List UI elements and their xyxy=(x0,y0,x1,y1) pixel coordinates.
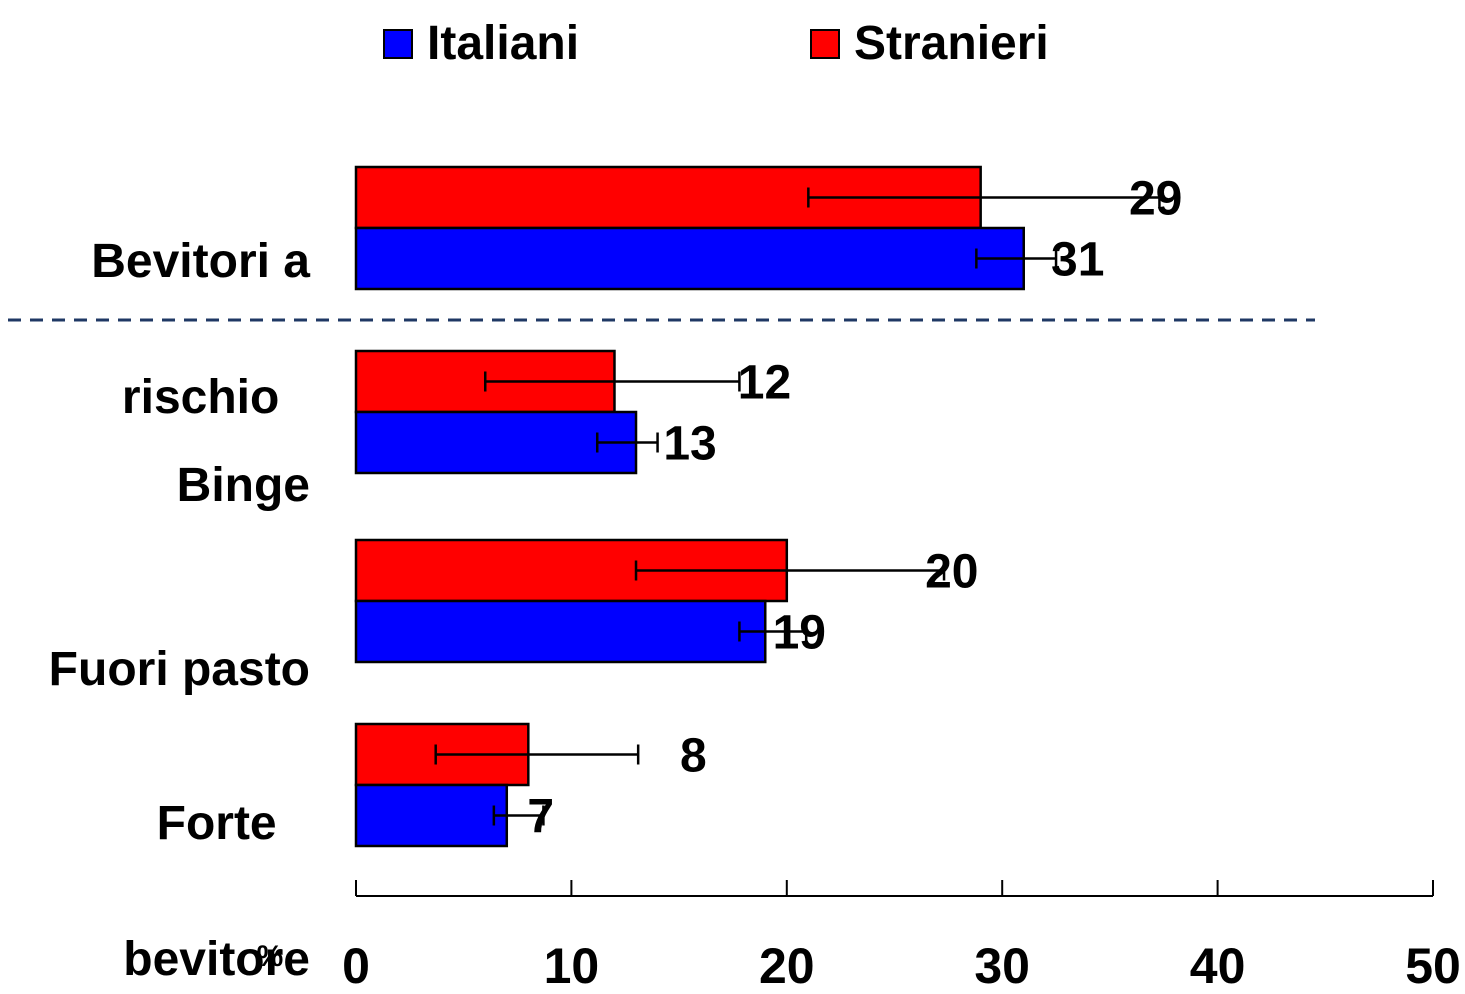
legend-item-stranieri: Stranieri xyxy=(810,16,1049,71)
data-label: 29 xyxy=(1129,173,1182,226)
legend-label-stranieri: Stranieri xyxy=(854,17,1049,70)
bar xyxy=(354,783,509,848)
data-label: 8 xyxy=(680,730,707,783)
x-tick-label: 50 xyxy=(1405,938,1461,986)
category-label-forte-bevitore: Forte bevitore xyxy=(123,722,310,994)
x-axis-label: % xyxy=(257,940,284,973)
category-label-line: rischio xyxy=(121,371,280,424)
category-label-line: Binge xyxy=(176,459,310,512)
x-tick-label: 20 xyxy=(759,938,815,986)
legend: Italiani Stranieri xyxy=(0,8,1465,71)
bar xyxy=(354,599,767,664)
bar xyxy=(354,226,1025,291)
legend-swatch-italiani xyxy=(383,28,413,59)
data-label: 12 xyxy=(738,357,791,410)
data-label: 7 xyxy=(527,791,554,844)
legend-label-italiani: Italiani xyxy=(427,17,580,70)
category-label-bevitori-a-rischio: Bevitori a rischio xyxy=(91,160,310,432)
x-tick-label: 10 xyxy=(544,938,600,986)
bar xyxy=(354,410,638,475)
category-label-binge: Binge xyxy=(177,384,310,520)
category-label-fuori-pasto: Fuori pasto xyxy=(49,568,310,704)
category-label-line: bevitore xyxy=(123,933,310,986)
legend-swatch-stranieri xyxy=(810,28,840,59)
data-label: 20 xyxy=(925,546,978,599)
category-label-line: Bevitori a xyxy=(91,235,310,288)
data-label: 19 xyxy=(773,607,826,660)
category-label-line: Forte xyxy=(156,797,277,850)
data-label: 31 xyxy=(1051,234,1104,287)
data-label: 13 xyxy=(663,418,716,471)
x-tick-label: 0 xyxy=(342,938,370,986)
x-tick-label: 40 xyxy=(1190,938,1246,986)
category-label-line: Fuori pasto xyxy=(48,643,310,696)
legend-item-italiani: Italiani xyxy=(383,16,579,71)
x-tick-label: 30 xyxy=(974,938,1030,986)
